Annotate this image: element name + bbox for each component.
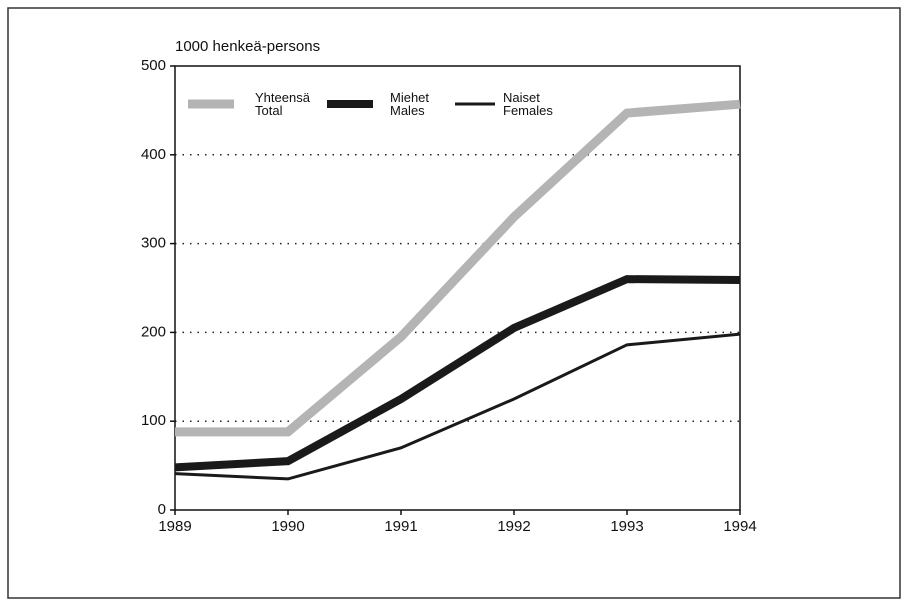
x-tick-label: 1989 xyxy=(158,518,191,535)
series-line xyxy=(175,99,741,437)
x-tick-label: 1990 xyxy=(271,518,304,535)
y-tick-label: 0 xyxy=(158,501,166,518)
series-line xyxy=(174,275,741,472)
y-tick-label: 200 xyxy=(141,323,166,340)
x-tick-label: 1991 xyxy=(384,518,417,535)
y-tick-label: 400 xyxy=(141,146,166,163)
y-axis-label: 1000 henkeä-persons xyxy=(175,38,320,55)
plot-frame xyxy=(174,65,741,511)
legend-label: Naiset Females xyxy=(503,90,553,118)
x-tick-label: 1993 xyxy=(610,518,643,535)
series-line xyxy=(174,332,741,481)
x-tick-label: 1992 xyxy=(497,518,530,535)
legend-label: Miehet Males xyxy=(390,90,430,118)
y-tick-label: 100 xyxy=(141,412,166,429)
y-tick-label: 500 xyxy=(141,57,166,74)
y-tick-label: 300 xyxy=(141,235,166,252)
legend-label: Yhteensä Total xyxy=(255,90,310,118)
frame xyxy=(7,7,901,599)
x-tick-label: 1994 xyxy=(723,518,756,535)
